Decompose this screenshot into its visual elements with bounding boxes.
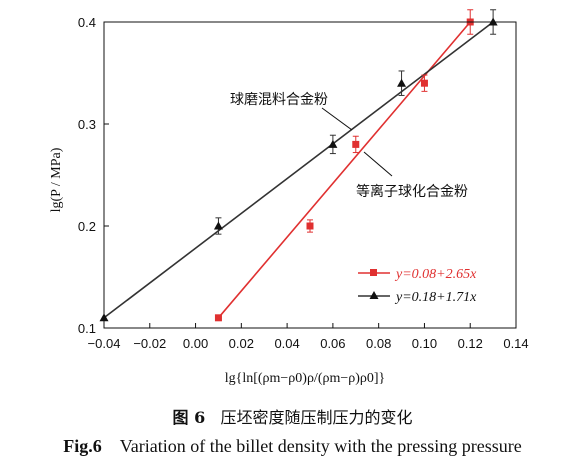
x-tick-label: 0.00 (183, 336, 208, 351)
x-tick-label: 0.14 (503, 336, 528, 351)
y-tick-label: 0.4 (78, 15, 96, 30)
plot-frame (103, 21, 517, 329)
caption-en-number: Fig.6 (63, 436, 102, 456)
data-point (328, 139, 338, 148)
y-axis-label: lg(P / MPa) (49, 147, 64, 212)
annotation-leader-plasma (363, 151, 393, 177)
legend-marker-ball-milled (369, 291, 379, 299)
x-tick-label: 0.06 (320, 336, 345, 351)
data-point (420, 79, 428, 87)
x-tick-label: 0.08 (366, 336, 391, 351)
y-tick-label: 0.3 (78, 117, 96, 132)
x-tick-label: −0.02 (133, 336, 166, 351)
caption-en-text: Variation of the billet density with the… (119, 436, 522, 456)
y-tick-label: 0.2 (78, 219, 96, 234)
x-tick-label: 0.04 (274, 336, 299, 351)
x-tick-label: 0.10 (412, 336, 437, 351)
caption-zh-number: 图 6 (172, 408, 206, 427)
data-points (99, 9, 498, 322)
fit-line (103, 21, 494, 319)
caption-english: Fig.6 Variation of the billet density wi… (0, 436, 585, 457)
x-tick-label: 0.02 (229, 336, 254, 351)
legend-label-ball-milled: y=0.18+1.71x (394, 290, 477, 305)
data-point (306, 222, 314, 230)
x-axis-label: lg{ln[(ρm−ρ0)ρ/(ρm−ρ)ρ0]} (225, 371, 386, 386)
y-tick-label: 0.1 (78, 321, 96, 336)
data-point (214, 314, 222, 322)
chart: −0.04 −0.02 0.00 0.02 0.04 0.06 0.08 0.10 0.12 0.… (49, 9, 529, 386)
data-point (213, 221, 223, 230)
data-point (352, 140, 360, 148)
data-point (397, 78, 407, 87)
axis-ticks: −0.04 −0.02 0.00 0.02 0.04 0.06 0.08 0.10 0.12 0.… (78, 15, 529, 351)
annotations: 球磨混料合金粉 等离子球化合金粉 (230, 92, 468, 200)
legend-marker-plasma (370, 269, 377, 276)
x-tick-label: 0.12 (458, 336, 483, 351)
caption-chinese: 图 6 压坯密度随压制压力的变化 (0, 404, 585, 428)
x-tick-label: −0.04 (88, 336, 121, 351)
annotation-leader-ball-milled (321, 107, 353, 131)
annotation-ball-milled: 球磨混料合金粉 (230, 92, 328, 108)
legend-label-plasma: y=0.08+2.65x (394, 267, 477, 282)
fit-lines (103, 21, 494, 319)
annotation-plasma: 等离子球化合金粉 (356, 183, 468, 200)
legend: y=0.08+2.65x y=0.18+1.71x (358, 267, 477, 305)
caption-zh-text: 压坯密度随压制压力的变化 (220, 408, 413, 427)
